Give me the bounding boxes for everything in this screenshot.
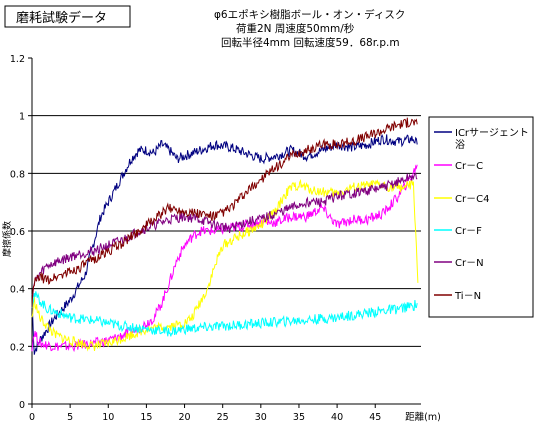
- x-tick-label: 10: [102, 412, 114, 423]
- y-tick-label: 0.6: [10, 227, 25, 238]
- y-tick-label: 0.2: [10, 342, 25, 353]
- y-tick-label: 0.4: [10, 285, 25, 296]
- series-line: [31, 172, 418, 298]
- subtitle-line-3: 回転半径4mm 回転速度59．68r.p.m: [221, 36, 400, 49]
- title-box: [4, 5, 131, 28]
- y-axis-label: 摩擦係数: [1, 221, 13, 257]
- y-tick-label: 0.8: [10, 169, 25, 180]
- x-tick-label: 35: [293, 412, 305, 423]
- series-line: [31, 178, 419, 352]
- x-tick-label: 25: [217, 412, 229, 423]
- x-tick-label: 0: [29, 412, 35, 423]
- y-tick-label: 1.2: [10, 54, 25, 65]
- series-line: [31, 291, 418, 337]
- x-tick-label: 45: [369, 412, 381, 423]
- x-tick-label: 5: [67, 412, 73, 423]
- legend-label: Ti－N: [454, 291, 481, 302]
- legend-label: ICrサージェント: [455, 127, 529, 139]
- x-axis-label: 距離(m): [405, 411, 441, 423]
- x-tick-label: 20: [179, 412, 191, 423]
- subtitle-line-1: φ6エポキシ樹脂ボール・オン・ディスク: [214, 8, 405, 21]
- legend-label: Cr－C4: [455, 194, 489, 205]
- legend-label: Cr－N: [455, 258, 484, 269]
- x-tick-label: 40: [331, 412, 343, 423]
- series-line: [31, 134, 418, 355]
- x-tick-label: 30: [255, 412, 267, 423]
- chart-title: 磨耗試験データ: [16, 10, 107, 26]
- series-line: [31, 117, 418, 308]
- legend-box: [428, 116, 534, 318]
- plot-area: 0 0.2 0.4 0.6 0.8 1 1.2 0 5 10 15 20 25 30 35 40 45 摩擦係数距…: [1, 54, 441, 423]
- subtitle-line-2: 荷重2N 周速度50mm/秒: [236, 22, 355, 35]
- legend-label: 浴: [455, 139, 465, 151]
- x-tick-label: 15: [140, 412, 152, 423]
- legend-label: Cr－C: [455, 161, 483, 172]
- y-tick-label: 0: [19, 400, 25, 411]
- legend-label: Cr－F: [455, 226, 482, 237]
- y-tick-label: 1: [19, 112, 25, 123]
